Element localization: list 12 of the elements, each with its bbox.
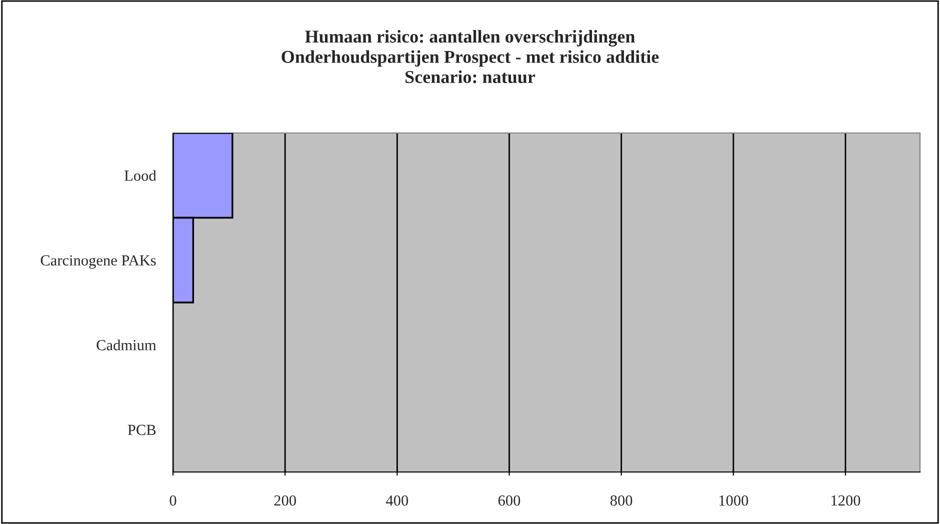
x-tick-label: 0 <box>170 495 176 506</box>
y-tick-label: PCB <box>128 424 156 436</box>
y-tick-label: Carcinogene PAKs <box>40 255 156 269</box>
x-tick-label: 200 <box>274 495 296 506</box>
y-tick-label: Cadmium <box>96 340 156 350</box>
x-tick-label: 1000 <box>719 495 748 506</box>
x-tick-label: 800 <box>610 495 632 506</box>
x-tick-label: 400 <box>386 495 408 506</box>
x-tick-label: 600 <box>498 495 520 506</box>
y-tick-label: Lood <box>124 170 156 181</box>
chart-title: Humaan risico: aantallen overschrijdingen Onderhoudspartijen Prospect - met risico additie Scenario: natuur <box>282 30 659 84</box>
x-tick-label: 1200 <box>832 495 860 506</box>
